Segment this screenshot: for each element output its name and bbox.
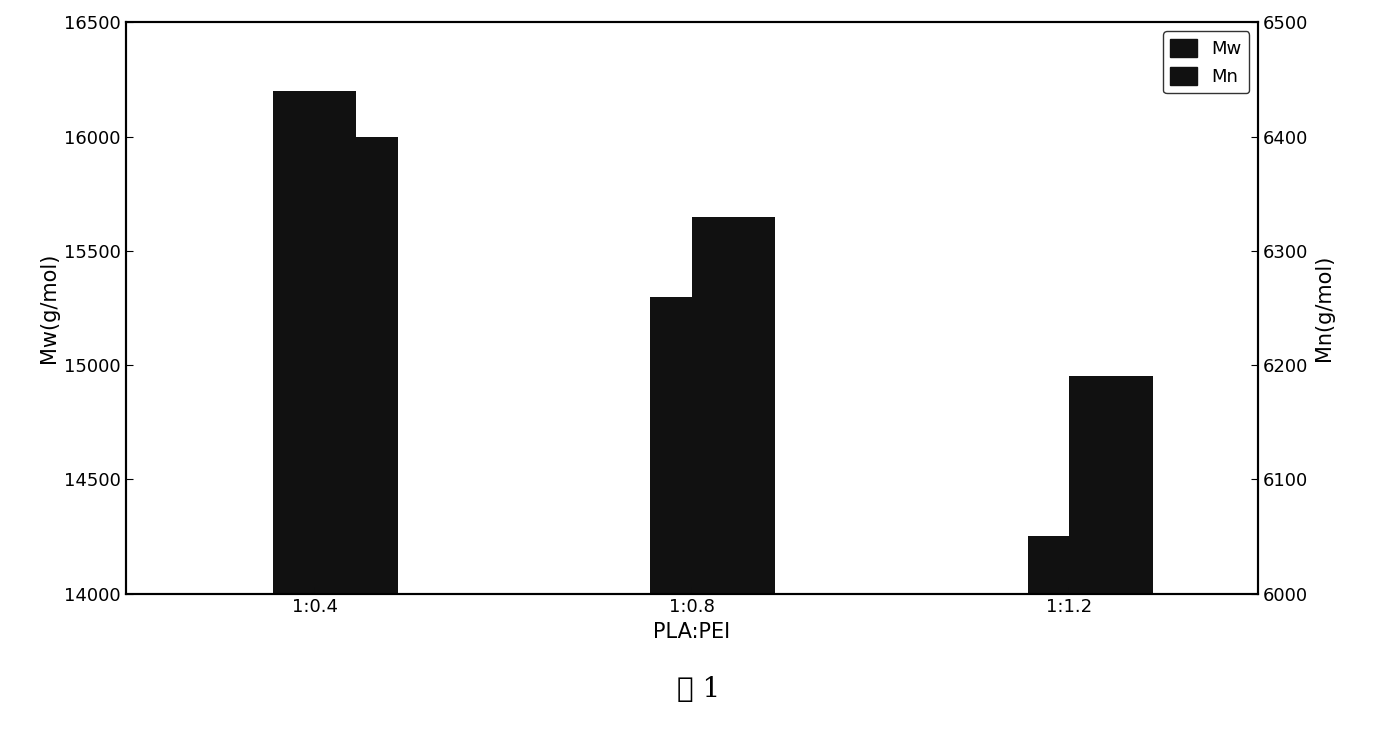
X-axis label: PLA:PEI: PLA:PEI [653, 622, 731, 642]
Y-axis label: Mw(g/mol): Mw(g/mol) [39, 253, 59, 363]
Bar [650, 297, 734, 742]
Bar [692, 217, 774, 742]
Bar [315, 137, 397, 742]
Text: 图 1: 图 1 [678, 677, 720, 703]
Bar [1069, 376, 1152, 742]
Bar [273, 91, 356, 742]
Legend: Mw, Mn: Mw, Mn [1163, 31, 1250, 93]
Bar [1028, 536, 1111, 742]
Y-axis label: Mn(g/mol): Mn(g/mol) [1314, 255, 1334, 361]
